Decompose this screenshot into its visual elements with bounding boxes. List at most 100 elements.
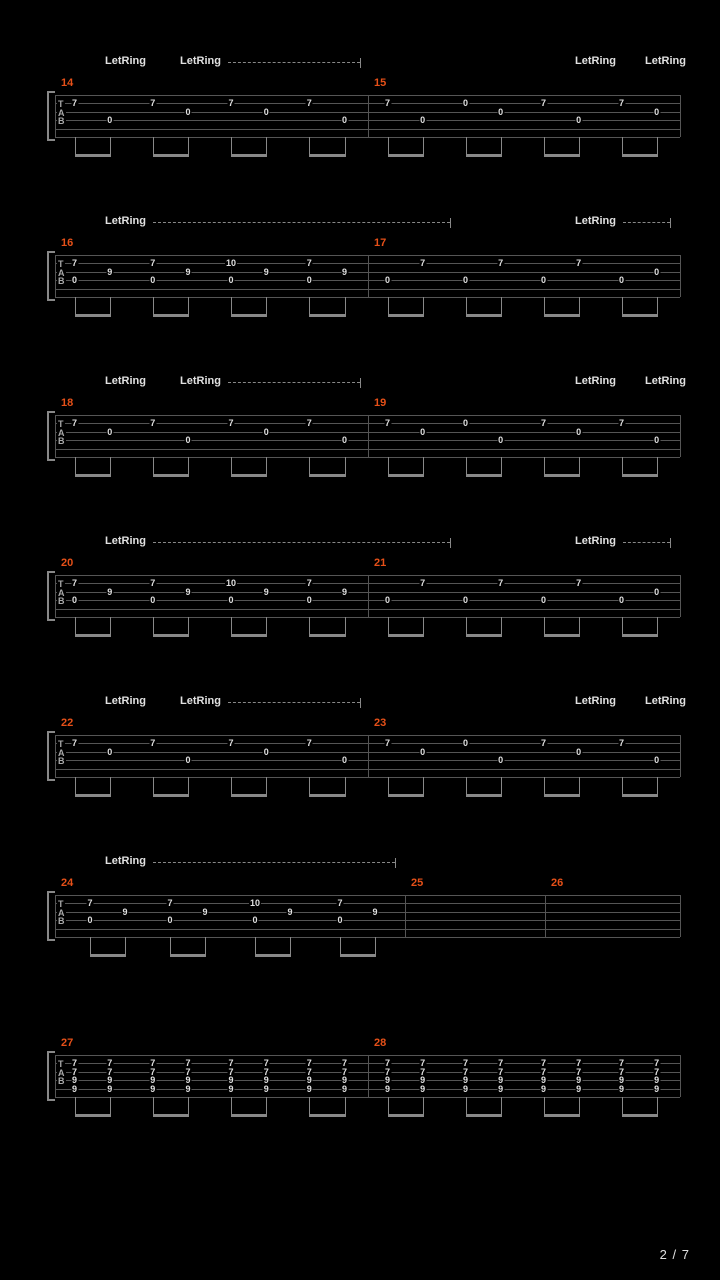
note-stem	[290, 937, 291, 955]
note-stem	[309, 1097, 310, 1115]
fret-number: 9	[286, 908, 293, 916]
note-stem	[423, 137, 424, 155]
fret-number: 0	[106, 748, 113, 756]
fret-number: 7	[149, 99, 156, 107]
note-stem	[345, 457, 346, 475]
note-stem	[579, 137, 580, 155]
page-sep: /	[673, 1247, 682, 1262]
letring-endbar	[670, 538, 671, 548]
tab-page: 2 / 7 LetRingLetRingLetRingLetRing1415TA…	[0, 0, 720, 1280]
note-stem	[188, 457, 189, 475]
note-stem	[466, 457, 467, 475]
measure-row: 2223	[55, 717, 680, 733]
fret-number: 0	[228, 276, 235, 284]
note-stem	[110, 777, 111, 795]
beam	[75, 1114, 111, 1117]
fret-number: 0	[618, 276, 625, 284]
fret-number: 0	[653, 268, 660, 276]
measure-row: 2728	[55, 1037, 680, 1053]
fret-number: 0	[228, 596, 235, 604]
note-stem	[75, 457, 76, 475]
note-stem	[544, 297, 545, 315]
note-stem	[188, 137, 189, 155]
beam	[544, 794, 580, 797]
barline	[368, 575, 369, 617]
note-stem	[110, 1097, 111, 1115]
measure-number: 15	[374, 77, 386, 89]
letring-dash	[153, 222, 450, 223]
fret-number: 0	[263, 748, 270, 756]
barline	[680, 895, 681, 937]
letring-label: LetRing	[105, 855, 146, 867]
note-stem	[544, 777, 545, 795]
fret-number: 9	[121, 908, 128, 916]
tab-staff: TAB7070707070007070	[55, 415, 680, 457]
note-stem	[423, 617, 424, 635]
fret-number: 9	[263, 588, 270, 596]
barline	[55, 415, 56, 457]
note-stem	[266, 457, 267, 475]
beam	[466, 794, 502, 797]
string-line	[55, 895, 680, 896]
fret-number: 0	[306, 596, 313, 604]
letring-row: LetRingLetRingLetRingLetRing	[55, 375, 680, 393]
fret-number: 9	[341, 1085, 348, 1093]
note-stem	[657, 777, 658, 795]
beam	[466, 1114, 502, 1117]
fret-number: 7	[71, 99, 78, 107]
measure-number: 27	[61, 1037, 73, 1049]
note-stem	[423, 297, 424, 315]
note-stem	[622, 137, 623, 155]
letring-dash	[153, 862, 395, 863]
beam	[309, 474, 345, 477]
page-total: 7	[682, 1247, 690, 1262]
note-stem	[231, 777, 232, 795]
fret-number: 0	[540, 276, 547, 284]
beam	[231, 634, 267, 637]
note-stem	[423, 457, 424, 475]
beam	[309, 634, 345, 637]
note-stem	[231, 297, 232, 315]
tab-staff: TAB7070707070007070	[55, 95, 680, 137]
fret-number: 9	[106, 588, 113, 596]
fret-number: 7	[384, 419, 391, 427]
fret-number: 7	[540, 739, 547, 747]
staff-system: LetRingLetRing1617TAB7097091009709070707…	[55, 215, 680, 323]
letring-endbar	[360, 58, 361, 68]
note-stem	[657, 137, 658, 155]
letring-label: LetRing	[575, 535, 616, 547]
beam	[388, 314, 424, 317]
fret-number: 0	[149, 596, 156, 604]
fret-number: 7	[306, 579, 313, 587]
barline	[680, 415, 681, 457]
note-stem	[309, 297, 310, 315]
staff-bracket	[47, 571, 55, 621]
tab-staff: TAB7070707070007070	[55, 735, 680, 777]
note-stem	[579, 617, 580, 635]
barline	[368, 415, 369, 457]
note-stem	[657, 617, 658, 635]
fret-number: 0	[384, 596, 391, 604]
note-stem	[309, 777, 310, 795]
note-stem	[266, 297, 267, 315]
beam	[75, 314, 111, 317]
letring-endbar	[395, 858, 396, 868]
note-stem	[622, 777, 623, 795]
note-stem	[501, 297, 502, 315]
barline	[368, 735, 369, 777]
fret-number: 7	[618, 99, 625, 107]
fret-number: 0	[263, 108, 270, 116]
fret-number: 0	[653, 756, 660, 764]
barline	[545, 895, 546, 937]
beam	[388, 1114, 424, 1117]
beam	[340, 954, 376, 957]
staff-bracket	[47, 891, 55, 941]
staff-system: LetRingLetRingLetRingLetRing1819TAB70707…	[55, 375, 680, 483]
measure-number: 18	[61, 397, 73, 409]
string-line	[55, 929, 680, 930]
tab-staff: TAB7097091009709	[55, 895, 680, 937]
fret-number: 9	[419, 1085, 426, 1093]
fret-number: 0	[306, 276, 313, 284]
note-stem	[110, 297, 111, 315]
note-stem	[231, 137, 232, 155]
